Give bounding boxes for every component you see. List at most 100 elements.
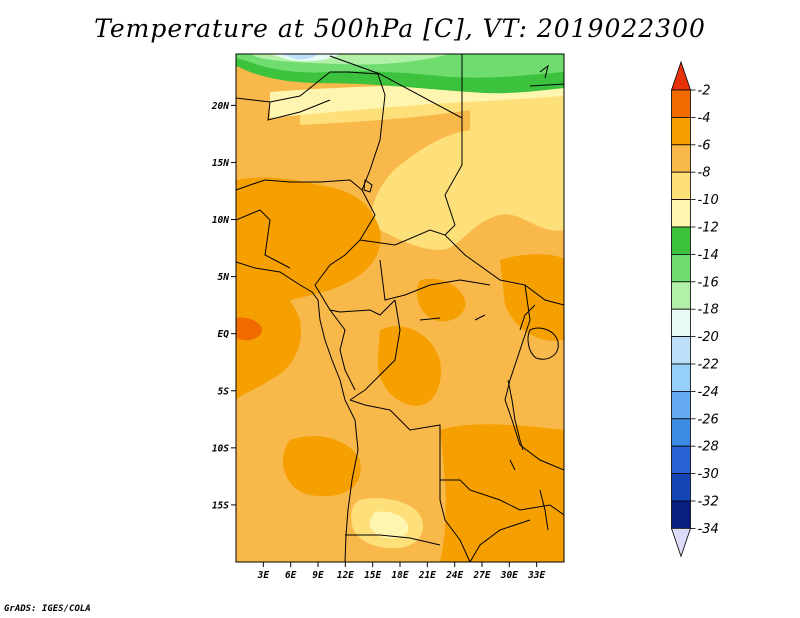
lon-tick-label: 6E [285, 570, 297, 581]
lon-tick-label: 12E [337, 570, 354, 581]
field-band-minus6-southeast [440, 424, 564, 562]
libya-border [329, 54, 463, 119]
longitude-axis: 3E 6E 9E 12E 15E 18E 21E 24E 27E 30E 33E [257, 562, 546, 581]
field-band-minus10-south [369, 511, 409, 539]
colorbar-label: -14 [698, 248, 719, 263]
field-band-minus4-spot [236, 317, 263, 341]
chad-sudan-border [444, 118, 463, 236]
colorbar-label: -32 [698, 495, 719, 510]
lat-tick-label: 5N [218, 272, 230, 283]
colorbar-box [671, 308, 691, 338]
colorbar-box [671, 144, 691, 173]
nigeria-north-border [236, 179, 363, 191]
tanzania-border [519, 444, 564, 471]
angola-zambia-border [439, 480, 471, 562]
colorbar-box [671, 199, 691, 228]
country-borders [236, 54, 564, 562]
field-band-minus6-central [377, 326, 441, 406]
colorbar-box [671, 336, 691, 365]
car-south-border [379, 259, 491, 301]
car-border [359, 229, 526, 286]
lon-tick-label: 24E [445, 570, 463, 581]
lat-tick-label: EQ [218, 329, 230, 340]
colorbar-bottom-triangle [670, 528, 692, 558]
field-band-minus6-east [500, 254, 564, 341]
lon-tick-label: 27E [472, 570, 490, 581]
lon-tick-label: 21E [418, 570, 436, 581]
latitude-axis: 20N 15N 10N 5N EQ 5S 10S 15S [211, 101, 236, 511]
colorbar-box [671, 445, 691, 475]
lake-malawi [539, 489, 549, 531]
lat-tick-label: 20N [211, 101, 229, 112]
nigeria-cameroon-border [314, 189, 376, 286]
colorbar-top-triangle [670, 60, 692, 91]
cameroon-gabon-border [314, 284, 396, 316]
uganda-kenya-border [524, 284, 564, 306]
colorbar-label: -6 [698, 138, 711, 153]
mali-border [267, 99, 331, 121]
colorbar-label: -28 [698, 440, 719, 455]
colorbar-box [671, 363, 691, 392]
lon-tick-label: 15E [364, 570, 381, 581]
lon-tick-label: 18E [391, 570, 408, 581]
congo-drc-border [349, 299, 401, 401]
lat-tick-label: 10S [212, 443, 229, 454]
colorbar-box [671, 226, 691, 255]
colorbar-label: -8 [698, 166, 711, 181]
gabon-congo-border [329, 309, 356, 391]
colorbar-label: -2 [698, 84, 711, 99]
colorbar-label: -26 [698, 412, 719, 427]
zambia-border [499, 499, 564, 516]
lake-tanganyika [507, 379, 524, 451]
coast-north-east [529, 64, 564, 87]
colorbar-box [671, 171, 691, 200]
algeria-niger-border [236, 71, 379, 103]
angola-namibia-border [345, 534, 441, 546]
nile-lakes [519, 304, 536, 331]
colorbar: -2 -4 -6 -8 -10 -12 -14 -16 -18 -20 -22 -24 -26 -28 -3… [670, 60, 719, 558]
small-lakes [419, 314, 516, 471]
zimbabwe-border [469, 519, 531, 562]
drc-angola-border [349, 399, 501, 501]
colorbar-label: -20 [698, 330, 719, 345]
lat-tick-label: 10N [212, 215, 229, 226]
colorbar-label: -22 [698, 358, 719, 373]
colorbar-label: -24 [698, 385, 719, 400]
colorbar-box [671, 390, 691, 420]
colorbar-box [671, 418, 691, 447]
niger-chad-border [361, 73, 386, 191]
lon-tick-label: 9E [312, 570, 324, 581]
field-band-minus20 [282, 54, 318, 60]
temperature-field [236, 54, 564, 562]
grads-credit: GrADS: IGES/COLA [4, 604, 91, 614]
field-band-minus6-central-2 [416, 278, 466, 322]
colorbar-box [671, 281, 691, 310]
lon-tick-label: 33E [527, 570, 545, 581]
colorbar-box [671, 117, 691, 146]
west-borders [236, 209, 291, 269]
colorbar-box [671, 253, 691, 283]
colorbar-label: -10 [698, 193, 719, 208]
lon-tick-label: 30E [500, 570, 518, 581]
lake-chad [363, 179, 373, 193]
colorbar-label: -12 [698, 221, 719, 236]
colorbar-box [671, 500, 691, 529]
colorbar-label: -4 [698, 111, 711, 126]
colorbar-box [671, 89, 691, 118]
coastline-west [236, 261, 359, 562]
colorbar-box [671, 473, 691, 502]
field-band-minus6-south [282, 436, 361, 497]
field-band-minus6-coast [236, 260, 301, 400]
lake-victoria [527, 327, 559, 360]
lon-tick-label: 3E [257, 570, 270, 581]
colorbar-label: -18 [698, 303, 719, 318]
lat-tick-label: 5S [218, 386, 230, 397]
colorbar-label: -30 [698, 467, 719, 482]
colorbar-label: -16 [698, 275, 719, 290]
lat-tick-label: 15S [212, 500, 229, 511]
lat-tick-label: 15N [212, 158, 229, 169]
field-band-minus6-west [236, 177, 381, 350]
drc-east-border [504, 284, 531, 446]
field-band-minus8-ne [300, 86, 564, 250]
